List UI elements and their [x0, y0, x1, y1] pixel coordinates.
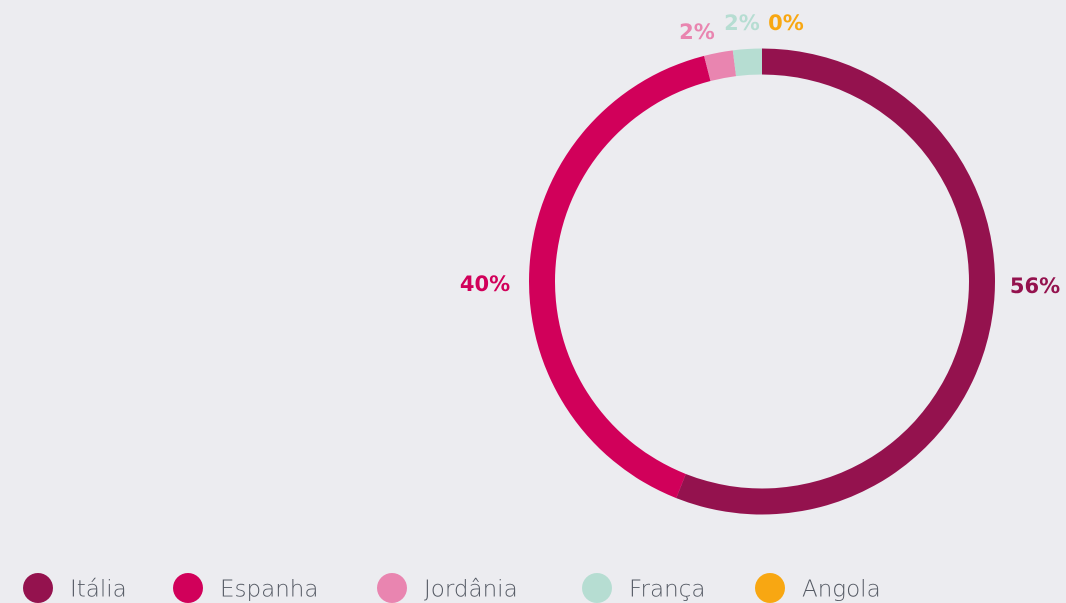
legend-swatch: [23, 573, 53, 603]
slice: [676, 48, 995, 515]
slice: [732, 48, 762, 77]
legend-label: Jordânia: [424, 577, 518, 603]
value-label: 2%: [679, 20, 715, 44]
legend-label: Itália: [70, 577, 127, 603]
value-label: 56%: [1010, 274, 1060, 298]
value-label: 2%: [724, 11, 760, 35]
legend-swatch: [173, 573, 203, 603]
value-label: 0%: [768, 11, 804, 35]
legend-label: França: [629, 577, 705, 603]
legend-swatch: [377, 573, 407, 603]
legend-label: Angola: [802, 577, 881, 603]
slice: [704, 50, 737, 82]
legend-label: Espanha: [220, 577, 318, 603]
value-label: 40%: [460, 272, 510, 296]
legend-swatch: [582, 573, 612, 603]
slice: [528, 55, 711, 499]
legend-swatch: [755, 573, 785, 603]
